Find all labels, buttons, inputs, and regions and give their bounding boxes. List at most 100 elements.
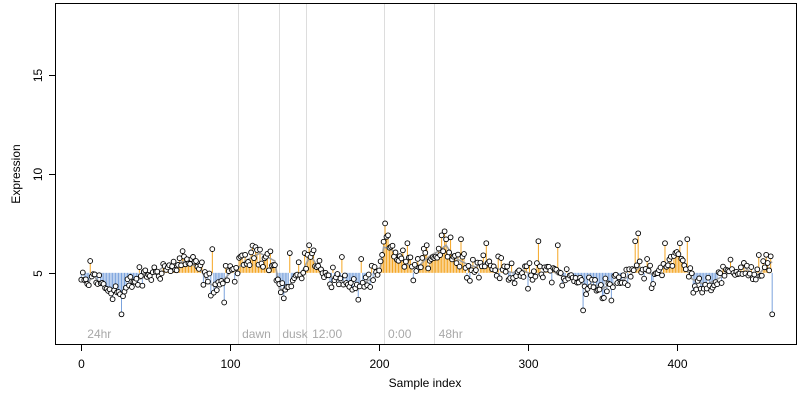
data-point-443 [738,264,744,271]
data-point-301 [526,260,533,266]
data-point-34 [129,284,135,290]
data-point-286 [504,263,510,270]
group-label: dusk [282,327,308,341]
data-point-378 [641,275,647,282]
data-point-382 [647,262,653,269]
data-point-223 [410,277,417,284]
data-point-201 [377,258,384,265]
data-point-135 [279,280,286,286]
data-point-459 [761,264,768,271]
data-point-247 [446,249,452,256]
data-point-86 [206,270,213,277]
data-point-54 [158,270,165,277]
data-point-40 [138,273,144,279]
data-point-169 [330,264,336,271]
data-point-209 [389,242,396,249]
data-point-281 [496,275,503,282]
data-point-397 [669,263,676,269]
data-point-186 [355,296,362,303]
data-point-174 [337,275,344,282]
data-point-38 [135,281,141,288]
group-label: 24hr [87,327,111,341]
data-point-9 [91,271,98,278]
data-point-282 [498,255,505,261]
data-point-427 [714,281,720,288]
data-point-1 [79,269,86,276]
data-point-336 [578,277,585,283]
data-point-228 [417,264,424,271]
data-point-216 [400,247,406,254]
data-point-351 [601,295,607,301]
data-point-73 [187,261,193,267]
data-point-175 [339,254,345,260]
x-axis: 0 100 200 300 400 [78,344,688,371]
data-point-410 [688,270,695,277]
data-point-265 [473,267,479,273]
data-point-381 [645,267,652,274]
data-point-344 [590,284,597,291]
data-point-242 [438,232,445,239]
data-point-415 [696,275,703,282]
data-point-380 [644,256,650,262]
group-label: 0:00 [388,327,412,341]
data-point-392 [662,240,668,247]
data-point-461 [764,260,771,266]
group-label: 48hr [439,327,463,341]
data-point-149 [300,269,307,276]
data-point-231 [422,249,429,256]
x-tick-label: 300 [518,357,538,371]
data-point-404 [679,257,686,264]
data-point-116 [251,255,257,261]
data-point-153 [306,242,312,249]
data-point-5 [85,282,92,289]
data-point-421 [705,274,712,281]
data-point-463 [767,253,774,260]
y-tick-label: 10 [31,168,45,182]
data-point-188 [358,256,365,262]
data-point-148 [298,275,305,282]
data-point-232 [423,242,430,249]
data-point-357 [610,284,616,291]
data-point-310 [540,274,546,281]
data-point-218 [403,258,409,265]
data-point-307 [535,238,542,245]
data-point-364 [620,272,627,279]
data-point-432 [721,272,728,279]
data-point-217 [401,263,408,270]
data-point-384 [650,281,656,287]
group-label: 12:00 [312,327,342,341]
data-point-252 [453,260,460,266]
data-point-98 [224,277,231,284]
data-point-202 [379,252,385,258]
data-point-260 [465,263,472,269]
data-point-226 [414,256,421,262]
data-point-289 [508,260,515,267]
data-point-126 [266,267,272,274]
data-point-206 [385,232,391,239]
data-point-245 [443,236,449,243]
data-point-375 [636,258,643,265]
data-point-85 [205,278,211,285]
data-point-151 [303,265,309,272]
data-point-82 [200,281,207,288]
data-point-81 [199,259,205,266]
data-point-104 [233,264,240,271]
y-axis-title: Expression [9,144,23,203]
plot-frame [55,3,797,345]
data-point-88 [209,246,216,252]
data-point-215 [398,255,405,262]
data-point-96 [221,299,228,306]
data-point-267 [476,274,482,281]
data-point-452 [751,271,758,278]
data-point-254 [456,263,463,270]
data-point-203 [380,238,387,245]
data-point-436 [727,256,734,263]
data-point-233 [425,265,432,272]
data-point-374 [635,230,642,237]
data-point-33 [127,274,134,280]
data-point-300 [525,285,531,292]
data-point-353 [604,288,610,295]
data-point-429 [717,270,723,277]
data-point-270 [480,252,487,259]
data-point-349 [598,282,604,288]
